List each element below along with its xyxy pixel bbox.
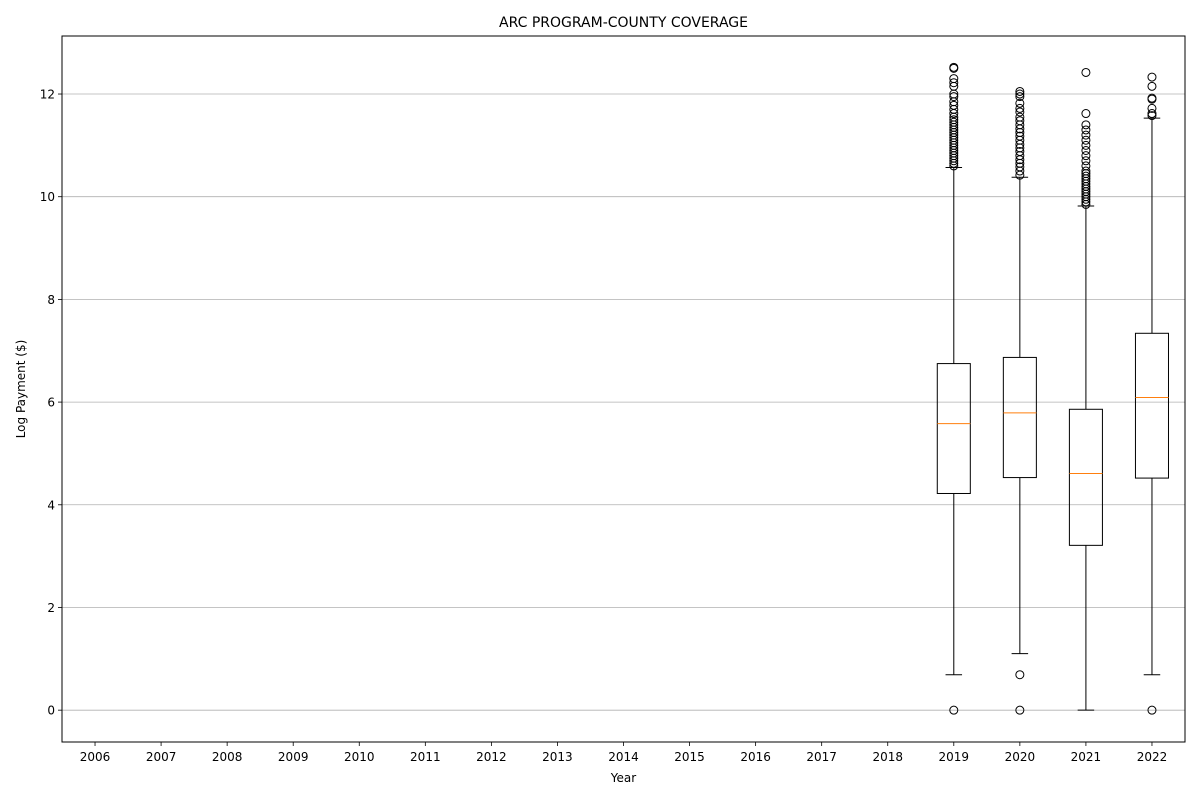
- outlier-point: [1081, 151, 1091, 161]
- x-tick-label: 2013: [542, 750, 573, 764]
- outlier-point: [1015, 103, 1025, 113]
- x-tick-label: 2006: [80, 750, 111, 764]
- x-tick-label: 2007: [146, 750, 177, 764]
- y-axis-label: Log Payment ($): [14, 340, 28, 439]
- outlier-point: [1081, 166, 1091, 176]
- x-tick-label: 2014: [608, 750, 639, 764]
- outlier-point: [949, 62, 959, 72]
- outlier-point: [1147, 72, 1157, 82]
- box-group-2022: [1134, 72, 1169, 715]
- outlier-point: [1081, 135, 1091, 145]
- outlier-point: [1081, 140, 1091, 150]
- x-axis-label: Year: [610, 771, 636, 785]
- x-tick-label: 2016: [740, 750, 771, 764]
- outlier-point: [1147, 109, 1157, 119]
- x-axis-ticks: 2006 2007 2008 2009 2010 2011 2012 2013 2014 2015…: [80, 742, 1167, 764]
- outlier-point: [1081, 120, 1091, 130]
- outlier-point: [1015, 98, 1025, 108]
- outlier-point: [1147, 81, 1157, 91]
- outlier-point: [1081, 156, 1091, 166]
- x-tick-label: 2012: [476, 750, 507, 764]
- box-plot-series: [936, 62, 1169, 715]
- outlier-point: [949, 117, 959, 127]
- outlier-point: [949, 78, 959, 88]
- outlier-point: [1015, 86, 1025, 96]
- y-axis-ticks: 0 2 4 6 8 10 12: [40, 88, 62, 718]
- outlier-point: [1015, 147, 1025, 157]
- x-tick-label: 2022: [1137, 750, 1168, 764]
- outlier-point: [1081, 146, 1091, 156]
- outlier-point: [949, 92, 959, 102]
- outlier-point: [1015, 131, 1025, 141]
- x-tick-label: 2008: [212, 750, 243, 764]
- outlier-point: [1015, 107, 1025, 117]
- gridlines: [62, 93, 1185, 711]
- y-tick-label: 10: [40, 190, 55, 204]
- outlier-point: [1015, 89, 1025, 99]
- outlier-point: [1081, 67, 1091, 77]
- y-tick-label: 4: [47, 498, 55, 512]
- outlier-point: [1015, 670, 1025, 680]
- outlier-point: [1015, 92, 1025, 102]
- y-tick-label: 8: [47, 293, 55, 307]
- chart-title: ARC PROGRAM-COUNTY COVERAGE: [499, 15, 748, 31]
- outlier-point: [1015, 162, 1025, 172]
- x-tick-label: 2015: [674, 750, 705, 764]
- outlier-point: [1081, 171, 1091, 181]
- box-group-2019: [936, 62, 971, 715]
- outlier-point: [949, 100, 959, 110]
- x-tick-label: 2011: [410, 750, 441, 764]
- y-tick-label: 12: [40, 88, 55, 102]
- outlier-point: [1015, 705, 1025, 715]
- x-tick-label: 2019: [939, 750, 970, 764]
- outlier-point: [1147, 93, 1157, 103]
- outlier-point: [1081, 109, 1091, 119]
- outlier-point: [1081, 130, 1091, 140]
- outlier-point: [1147, 103, 1157, 113]
- box-group-2020: [1002, 86, 1037, 715]
- y-tick-label: 6: [47, 396, 55, 410]
- x-tick-label: 2021: [1071, 750, 1102, 764]
- x-tick-label: 2009: [278, 750, 309, 764]
- outlier-point: [1081, 125, 1091, 135]
- outlier-point: [949, 705, 959, 715]
- outlier-point: [949, 115, 959, 125]
- outlier-point: [1147, 705, 1157, 715]
- box-iqr: [1068, 408, 1103, 546]
- y-tick-label: 2: [47, 601, 55, 615]
- y-tick-label: 0: [47, 704, 55, 718]
- box-group-2021: [1068, 67, 1103, 711]
- x-tick-label: 2020: [1005, 750, 1036, 764]
- box-iqr: [1134, 332, 1169, 479]
- box-iqr: [1002, 356, 1037, 479]
- outlier-point: [1081, 161, 1091, 171]
- x-tick-label: 2010: [344, 750, 375, 764]
- outlier-point: [1015, 116, 1025, 126]
- outlier-point: [1015, 112, 1025, 122]
- x-tick-label: 2018: [872, 750, 903, 764]
- outlier-point: [949, 74, 959, 84]
- box-iqr: [936, 363, 971, 494]
- x-tick-label: 2017: [806, 750, 837, 764]
